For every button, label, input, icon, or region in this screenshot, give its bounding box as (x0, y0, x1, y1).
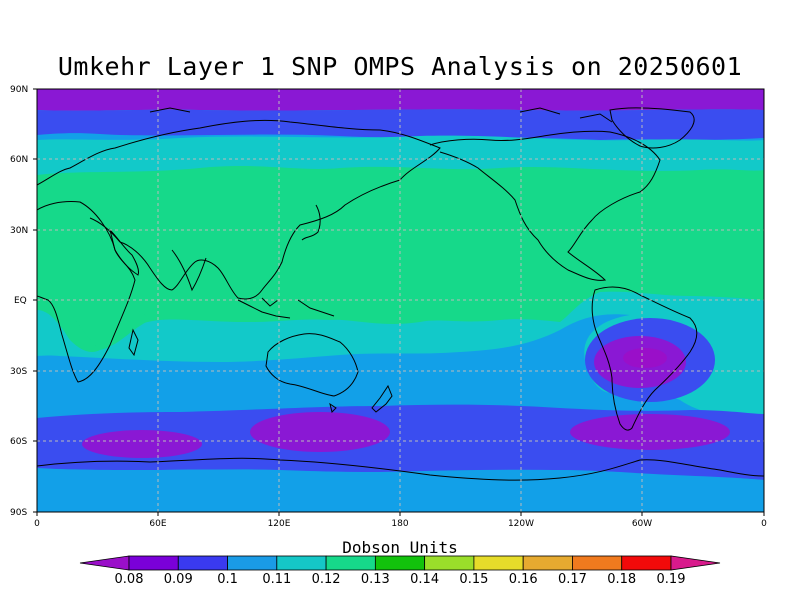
colorbar-swatch (128, 555, 179, 571)
coast-india (171, 249, 207, 292)
colorbar: 0.08 0.09 0.1 0.11 0.12 0.13 0.14 0.15 0.16 0.17 0… (79, 555, 721, 587)
blob-south-purple-2 (250, 412, 390, 452)
lon-label-60e: 60E (149, 519, 166, 529)
lat-label-eq: EQ (14, 296, 27, 306)
colorbar-tick-label: 0.1 (217, 572, 238, 587)
colorbar-swatch (177, 555, 228, 571)
colorbar-tick-label: 0.19 (657, 572, 686, 587)
coast-madagascar (128, 328, 139, 357)
coast-arctic (149, 107, 613, 123)
lon-label-180: 180 (391, 519, 408, 529)
coast-arabia (109, 228, 139, 276)
lon-label-60w: 60W (632, 519, 652, 529)
coast-newzealand (371, 384, 393, 413)
colorbar-tick-label: 0.14 (410, 572, 439, 587)
lat-label-30s: 30S (10, 367, 27, 377)
coast-north-america (429, 130, 661, 281)
coast-greenland (609, 107, 695, 149)
coast-tasmania (329, 402, 337, 413)
lat-labels: 90N 60N 30N EQ 30S 60S 90S (10, 85, 28, 518)
colorbar-tick-label: 0.17 (558, 572, 587, 587)
colorbar-tick-label: 0.16 (509, 572, 538, 587)
colorbar-swatch (424, 555, 475, 571)
colorbar-swatch (227, 555, 278, 571)
coast-eurasia (37, 119, 441, 300)
coast-japan (301, 204, 321, 241)
coast-antarctica (37, 457, 764, 481)
colorbar-swatch (522, 555, 573, 571)
lon-label-120w: 120W (508, 519, 534, 529)
colorbar-arrow-low (79, 555, 130, 571)
lat-label-60s: 60S (10, 437, 27, 447)
map-title: Umkehr Layer 1 SNP OMPS Analysis on 2025… (57, 52, 743, 81)
band-south-lightblue (37, 468, 764, 512)
lat-label-30n: 30N (10, 226, 28, 236)
lon-label-0-left: 0 (34, 519, 40, 529)
colorbar-swatch (621, 555, 672, 571)
colorbar-tick-label: 0.11 (262, 572, 291, 587)
lon-label-0-right: 0 (761, 519, 767, 529)
lat-label-90n: 90N (10, 85, 28, 95)
colorbar-title: Dobson Units (342, 538, 458, 557)
colorbar-arrow-high (670, 555, 721, 571)
colorbar-swatch (473, 555, 524, 571)
colorbar-tick-label: 0.18 (607, 572, 636, 587)
colorbar-swatch (374, 555, 426, 571)
band-green-africa (60, 300, 150, 350)
tick-marks (33, 88, 765, 516)
graticule (37, 89, 764, 512)
lon-labels: 0 60E 120E 180 120W 60W 0 (34, 519, 767, 529)
coast-africa (37, 201, 136, 383)
colorbar-swatch (572, 555, 623, 571)
colorbar-tick-label: 0.12 (312, 572, 341, 587)
colorbar-tick-label: 0.13 (361, 572, 390, 587)
colorbar-tick-label: 0.15 (459, 572, 488, 587)
blob-south-purple-1 (82, 430, 202, 458)
blob-samerica-violet (623, 348, 667, 368)
lon-label-120e: 120E (268, 519, 291, 529)
coast-australia (265, 333, 359, 397)
colorbar-swatch (325, 555, 376, 571)
lat-label-90s: 90S (10, 508, 27, 518)
blob-south-purple-3 (570, 414, 730, 450)
colorbar-tick-label: 0.09 (164, 572, 193, 587)
colorbar-tick-label: 0.08 (115, 572, 144, 587)
colorbar-swatch (276, 555, 327, 571)
coast-indonesia (237, 297, 335, 319)
band-north-purple (37, 89, 764, 111)
lat-label-60n: 60N (10, 155, 28, 165)
